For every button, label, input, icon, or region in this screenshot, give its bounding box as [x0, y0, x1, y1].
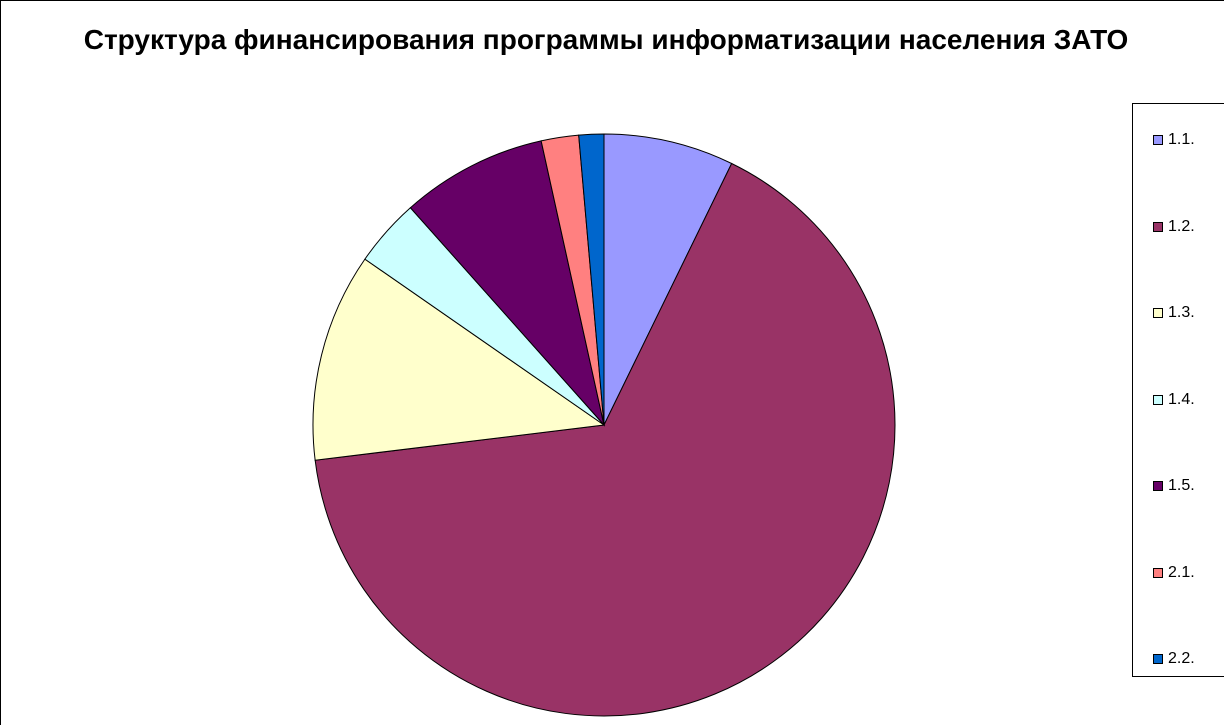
- legend-label: 1.4.: [1168, 390, 1195, 408]
- legend-swatch: [1153, 481, 1163, 491]
- pie-slice-2-2: [578, 133, 605, 426]
- pie-slice-1-2: [314, 162, 896, 717]
- legend-item: 2.2.: [1153, 649, 1195, 669]
- legend-swatch: [1153, 567, 1163, 578]
- legend-label: 2.1.: [1168, 563, 1195, 581]
- pie-slice-1-1: [603, 133, 733, 426]
- legend-label: 1.3.: [1168, 304, 1195, 321]
- legend-item: 1.4.: [1153, 390, 1195, 410]
- chart-title: Структура финансирования программы инфор…: [83, 24, 1129, 55]
- legend-label: 1.1.: [1168, 131, 1195, 148]
- legend-swatch: [1153, 221, 1163, 232]
- legend-swatch: [1153, 135, 1163, 145]
- legend-item: 1.5.: [1153, 476, 1195, 496]
- legend: 1.1. 1.2. 1.3. 1.4. 1.5. 2.1. 2.2.: [1132, 103, 1224, 677]
- pie-slice-1-5: [409, 140, 605, 427]
- legend-swatch: [1153, 654, 1163, 664]
- legend-label: 1.5.: [1168, 477, 1195, 494]
- pie-slice-1-3: [312, 258, 606, 461]
- legend-swatch: [1153, 308, 1163, 318]
- legend-swatch: [1153, 394, 1163, 405]
- legend-item: 1.2.: [1153, 217, 1195, 237]
- legend-item: 1.3.: [1153, 303, 1195, 323]
- legend-label: 2.2.: [1168, 650, 1195, 667]
- legend-item: 2.1.: [1153, 563, 1195, 583]
- legend-item: 1.1.: [1153, 130, 1195, 150]
- legend-label: 1.2.: [1168, 217, 1195, 235]
